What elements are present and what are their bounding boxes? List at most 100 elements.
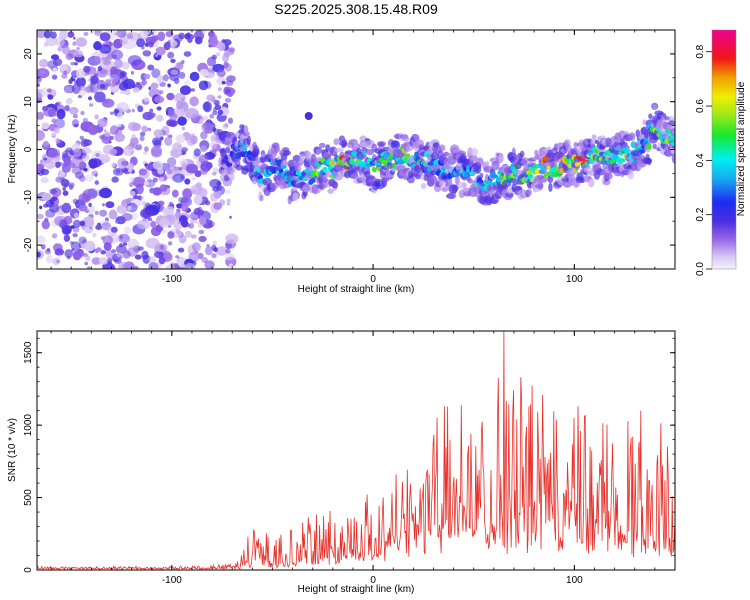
y-tick-label: 20 [23,48,34,60]
spectrogram-noise-cell [172,173,185,183]
spectrogram-signal-cell [362,150,367,156]
spectrogram-noise-cell [211,222,215,226]
spectrogram-noise-cell [170,40,178,47]
spectrogram-halo-cell [331,181,339,189]
spectrogram-noise-cell [110,111,114,115]
spectrogram-halo-cell [283,160,288,166]
spectrogram-noise-cell [40,70,45,75]
spectrogram-noise-cell [84,174,95,182]
spectrogram-halo-cell [453,185,459,191]
spectrogram-noise-cell [127,33,133,40]
spectrogram-noise-cell [69,107,79,115]
spectrogram-noise-cell [103,129,107,133]
spectrogram-halo-cell [242,131,251,137]
spectrogram-noise-cell [140,30,149,38]
spectrogram-noise-cell [202,115,209,121]
spectrogram-noise-cell [150,220,157,228]
spectrogram-noise-cell [61,163,71,173]
spectrogram-noise-cell [109,125,119,135]
spectrogram-noise-cell [121,264,126,269]
spectrogram-noise-cell [178,234,187,244]
spectrogram-noise-cell [93,73,98,78]
spectrogram-noise-cell [84,240,96,252]
spectrogram-noise-cell [47,88,52,93]
spectrogram-signal-cell [490,173,498,179]
spectrogram-noise-cell [172,142,183,153]
spectrogram-halo-cell [438,144,446,152]
spectrogram-noise-cell [201,122,214,133]
spectrogram-noise-cell [88,149,93,154]
spectrogram-halo-cell [570,147,579,154]
spectrogram-noise-cell [170,164,174,168]
spectrogram-noise-cell [158,177,165,182]
spectrogram-noise-cell [181,203,189,212]
spectrogram-noise-cell [53,58,63,67]
spectrogram-noise-cell [178,166,183,171]
spectrogram-noise-cell [95,153,100,157]
colorbar-label: Normalized spectral amplitude [736,81,747,216]
spectrogram-noise-cell [80,138,89,148]
spectrogram-noise-cell [113,32,117,36]
spectrogram-halo-cell [273,146,281,153]
spectrogram-noise-cell [143,151,148,155]
spectrogram-noise-cell [41,192,52,201]
spectrogram-x-axis-label: Height of straight line (km) [298,284,415,295]
spectrogram-noise-cell [224,252,235,261]
spectrogram-noise-cell [135,183,144,195]
spectrogram-noise-cell [41,87,49,97]
spectrogram-noise-cell [59,219,68,230]
spectrogram-halo-cell [628,132,636,141]
spectrogram-noise-cell [116,102,129,113]
spectrogram-halo-cell [519,150,525,158]
spectrogram-noise-cell [213,247,218,253]
spectrogram-noise-cell [47,148,61,159]
spectrogram-noise-cell [157,75,164,84]
spectrogram-noise-cell [114,220,118,224]
spectrogram-halo-cell [353,141,359,148]
spectrogram-noise-cell [102,263,116,269]
spectrogram-signal-cell [242,145,247,153]
spectrogram-noise-cell [44,217,49,222]
spectrogram-noise-cell [94,210,99,215]
spectrogram-noise-cell [140,208,153,219]
spectrogram-noise-cell [110,162,116,168]
spectrogram-noise-cell [211,54,217,60]
spectrogram-noise-cell [203,101,213,113]
spectrogram-signal-cell [372,167,377,173]
spectrogram-noise-cell [87,96,93,101]
spectrogram-noise-cell [56,259,60,264]
spectrogram-noise-cell [211,172,217,176]
spectrogram-halo-cell [526,189,532,196]
spectrogram-y-axis-label: Frequency (Hz) [7,115,18,184]
spectrogram-noise-cell [90,81,95,86]
spectrogram-noise-cell [94,30,103,37]
spectrogram-noise-cell [41,122,50,130]
spectrogram-halo-cell [311,176,316,181]
spectrogram-noise-cell [73,36,76,40]
spectrogram-noise-cell [151,145,162,156]
spectrogram-noise-cell [170,58,176,64]
spectrogram-noise-cell [189,211,201,221]
x-tick-label: 0 [370,274,376,285]
spectrogram-noise-cell [139,131,146,137]
spectrogram-noise-cell [217,95,222,99]
spectrogram-noise-cell [101,98,115,108]
spectrogram-noise-cell [193,148,201,157]
spectrogram-noise-cell [216,69,226,78]
spectrogram-noise-cell [198,229,205,235]
spectrogram-halo-cell [252,148,260,156]
spectrogram-noise-cell [189,96,199,107]
spectrogram-noise-cell [152,187,162,196]
spectrogram-noise-cell [148,262,159,269]
spectrogram-halo-cell [228,166,236,174]
spectrogram-halo-cell [498,152,504,163]
spectrogram-noise-cell [184,178,191,185]
spectrogram-halo-cell [321,180,329,189]
spectrogram-noise-cell [78,193,91,203]
spectrogram-noise-cell [87,78,91,82]
spectrogram-noise-cell [60,178,70,188]
spectrogram-noise-cell [177,247,185,253]
spectrogram-signal-cell [619,158,626,163]
spectrogram-noise-cell [134,254,142,260]
spectrogram-noise-cell [79,135,85,140]
